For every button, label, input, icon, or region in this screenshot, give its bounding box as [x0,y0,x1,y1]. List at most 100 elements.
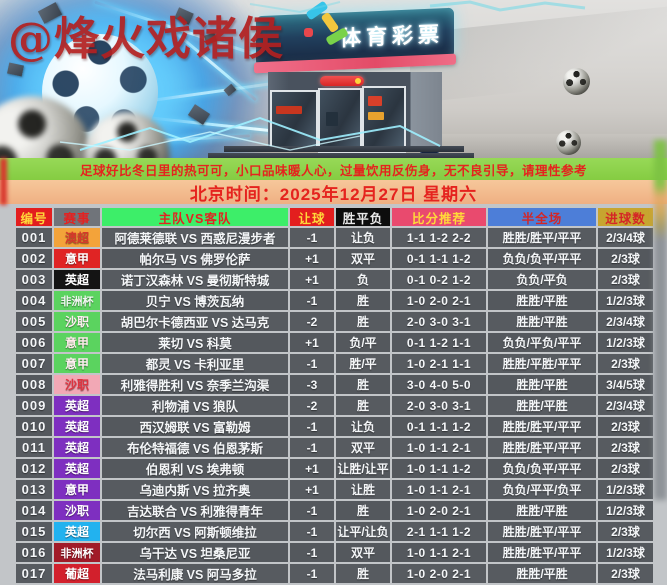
goals-pick: 1/2/3球 [598,501,653,520]
table-row: 013 意甲 乌迪内斯 VS 拉齐奥 +1 让胜 1-0 1-1 2-1 负负/… [16,480,653,499]
small-red-sign [320,76,364,86]
goals-pick: 2/3/4球 [598,396,653,415]
match-teams: 布伦特福德 VS 伯恩茅斯 [102,438,288,457]
column-header: 胜平负 [336,208,390,226]
handicap-value: -1 [290,417,334,436]
half-full-pick: 胜胜/胜平/平平 [488,522,596,541]
match-number: 006 [16,333,52,352]
handicap-value: -1 [290,291,334,310]
store-facade [268,72,442,158]
handicap-value: +1 [290,480,334,499]
half-full-pick: 胜胜/胜平/平平 [488,228,596,247]
lottery-storefront: 体育彩票 [208,0,474,158]
goals-pick: 3/4/5球 [598,375,653,394]
table-row: 009 英超 利物浦 VS 狼队 -2 胜 2-0 3-0 3-1 胜胜/平胜 … [16,396,653,415]
half-full-pick: 负负/平平/负平 [488,480,596,499]
match-teams: 切尔西 VS 阿斯顿维拉 [102,522,288,541]
table-row: 003 英超 诺丁汉森林 VS 曼彻斯特城 +1 负 0-1 0-2 1-2 负… [16,270,653,289]
half-full-pick: 胜胜/平胜 [488,501,596,520]
half-full-pick: 负负/负平/平平 [488,249,596,268]
match-teams: 法马利康 VS 阿马多拉 [102,564,288,583]
half-full-pick: 胜胜/胜平/平平 [488,417,596,436]
hero-banner: 体育彩票 [0,0,667,158]
table-row: 001 澳超 阿德莱德联 VS 西惑尼漫步者 -1 让负 1-1 1-2 2-2… [16,228,653,247]
soccer-ball-patches [558,132,579,153]
goals-pick: 2/3球 [598,270,653,289]
goals-pick: 2/3球 [598,438,653,457]
match-teams: 阿德莱德联 VS 西惑尼漫步者 [102,228,288,247]
match-number: 004 [16,291,52,310]
win-draw-lose-pick: 让胜/让平 [336,459,390,478]
match-number: 013 [16,480,52,499]
left-edge-blur [0,158,7,205]
window-poster [368,112,384,120]
column-header: 编号 [16,208,52,226]
win-draw-lose-pick: 让负 [336,228,390,247]
win-draw-lose-pick: 让胜 [336,480,390,499]
win-draw-lose-pick: 负/平 [336,333,390,352]
soccer-ball-patches [565,70,588,93]
table-row: 004 非洲杯 贝宁 VS 博茨瓦纳 -1 胜 1-0 2-0 2-1 胜胜/平… [16,291,653,310]
match-teams: 利物浦 VS 狼队 [102,396,288,415]
score-recommendation: 0-1 1-1 1-2 [392,417,486,436]
league-badge: 葡超 [54,564,100,583]
half-full-pick: 胜胜/平胜 [488,312,596,331]
store-steps [208,144,474,158]
win-draw-lose-pick: 胜 [336,501,390,520]
goals-pick: 2/3球 [598,354,653,373]
handicap-value: -1 [290,501,334,520]
match-table: 编号 赛事 主队VS客队 让球 胜平负 比分推荐 半全场 进球数 001 澳超 阿德莱德联 V… [0,204,667,585]
column-header: 主队VS客队 [102,208,288,226]
table-header-row: 编号 赛事 主队VS客队 让球 胜平负 比分推荐 半全场 进球数 [16,208,653,226]
score-recommendation: 2-0 3-0 3-1 [392,396,486,415]
handicap-value: -1 [290,564,334,583]
table-row: 017 葡超 法马利康 VS 阿马多拉 -1 胜 1-0 2-0 2-1 胜胜/… [16,564,653,583]
league-badge: 英超 [54,417,100,436]
win-draw-lose-pick: 双平 [336,249,390,268]
table-row: 010 英超 西汉姆联 VS 富勒姆 -1 让负 0-1 1-1 1-2 胜胜/… [16,417,653,436]
handicap-value: -2 [290,396,334,415]
column-header: 比分推荐 [392,208,486,226]
league-badge: 非洲杯 [54,543,100,562]
match-teams: 莱切 VS 科莫 [102,333,288,352]
match-number: 007 [16,354,52,373]
store-window [270,90,318,152]
league-badge: 沙职 [54,375,100,394]
score-recommendation: 1-0 1-1 2-1 [392,543,486,562]
score-recommendation: 1-0 1-1 2-1 [392,438,486,457]
league-badge: 英超 [54,459,100,478]
match-teams: 帕尔马 VS 佛罗伦萨 [102,249,288,268]
table-row: 011 英超 布伦特福德 VS 伯恩茅斯 -1 双平 1-0 1-1 2-1 胜… [16,438,653,457]
match-teams: 利雅得胜利 VS 奈季兰沟渠 [102,375,288,394]
league-badge: 英超 [54,396,100,415]
win-draw-lose-pick: 双平 [336,438,390,457]
score-recommendation: 0-1 0-2 1-2 [392,270,486,289]
half-full-pick: 负负/平负 [488,270,596,289]
league-badge: 意甲 [54,333,100,352]
match-number: 016 [16,543,52,562]
win-draw-lose-pick: 胜 [336,375,390,394]
score-recommendation: 2-1 1-1 1-2 [392,522,486,541]
sports-lottery-logo-icon [304,0,350,48]
match-teams: 伯恩利 VS 埃弗顿 [102,459,288,478]
half-full-pick: 胜胜/平胜 [488,375,596,394]
goals-pick: 2/3球 [598,564,653,583]
score-recommendation: 1-0 1-1 2-1 [392,480,486,499]
match-number: 010 [16,417,52,436]
match-number: 008 [16,375,52,394]
store-sign-text: 体育彩票 [340,23,444,51]
half-full-pick: 负负/负平/平平 [488,459,596,478]
goals-pick: 2/3球 [598,522,653,541]
table-row: 016 非洲杯 乌干达 VS 坦桑尼亚 -1 双平 1-0 1-1 2-1 胜胜… [16,543,653,562]
goals-pick: 1/2/3球 [598,480,653,499]
score-recommendation: 2-0 3-0 3-1 [392,312,486,331]
goals-pick: 1/2/3球 [598,543,653,562]
window-poster [276,106,302,114]
league-badge: 意甲 [54,354,100,373]
soccer-ball [563,68,590,95]
score-recommendation: 1-0 1-1 1-2 [392,459,486,478]
match-teams: 西汉姆联 VS 富勒姆 [102,417,288,436]
league-badge: 意甲 [54,249,100,268]
win-draw-lose-pick: 胜 [336,291,390,310]
score-recommendation: 0-1 1-1 1-2 [392,249,486,268]
